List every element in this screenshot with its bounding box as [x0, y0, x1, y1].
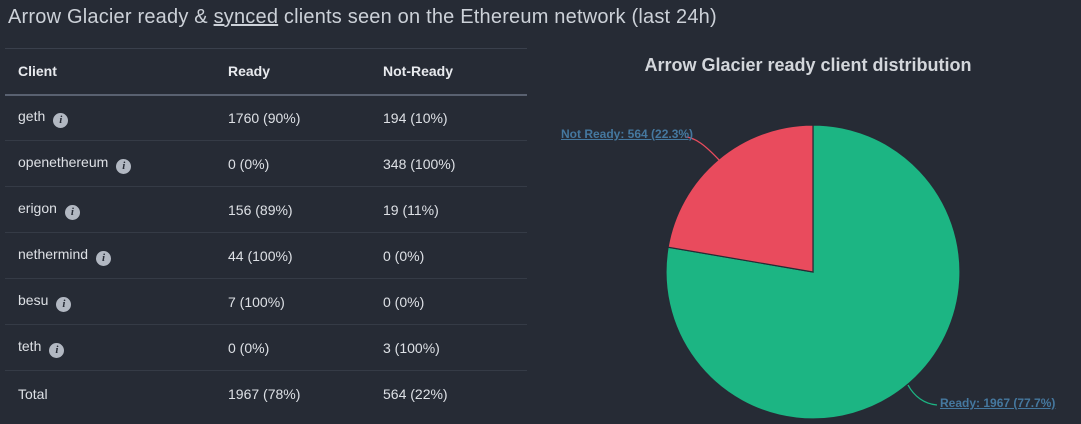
table-row-erigon: erigon i 156 (89%) 19 (11%) — [5, 187, 527, 233]
ready-value: 1760 (90%) — [228, 109, 301, 126]
not-ready-value: 0 (0%) — [383, 293, 425, 310]
client-name: besu — [18, 291, 49, 308]
pie-chart-panel: Arrow Glacier ready client distribution … — [535, 0, 1081, 424]
ready-connector-line — [907, 384, 938, 406]
table-row-openethereum: openethereum i 0 (0%) 348 (100%) — [5, 141, 527, 187]
ready-value: 0 (0%) — [228, 155, 270, 172]
clients-table-container: Client Ready Not-Ready geth i 1760 (90%) … — [5, 48, 527, 417]
table-header-row: Client Ready Not-Ready — [5, 48, 527, 95]
client-name: openethereum — [18, 153, 109, 170]
info-icon[interactable]: i — [96, 250, 112, 266]
table-row-teth: teth i 0 (0%) 3 (100%) — [5, 325, 527, 371]
pie-slice-not-ready[interactable] — [667, 124, 814, 273]
table-row-geth: geth i 1760 (90%) 194 (10%) — [5, 95, 527, 141]
ready-value: 1967 (78%) — [228, 385, 301, 402]
ready-value: 0 (0%) — [228, 339, 270, 356]
page-title: Arrow Glacier ready & synced clients see… — [8, 6, 717, 29]
info-icon[interactable]: i — [64, 204, 80, 220]
header-client: Client — [18, 63, 57, 80]
not-ready-value: 3 (100%) — [383, 339, 440, 356]
not-ready-value: 194 (10%) — [383, 109, 448, 126]
client-name: erigon — [18, 199, 57, 216]
page-title-suffix: clients seen on the Ethereum network (la… — [278, 6, 717, 28]
pie-label-not-ready[interactable]: Not Ready: 564 (22.3%) — [561, 127, 694, 141]
ready-value: 44 (100%) — [228, 247, 293, 264]
client-name: Total — [18, 385, 48, 402]
client-name: teth — [18, 337, 42, 354]
info-icon[interactable]: i — [49, 342, 65, 358]
pie-label-ready[interactable]: Ready: 1967 (77.7%) — [940, 396, 1056, 410]
not-ready-value: 0 (0%) — [383, 247, 425, 264]
page-title-prefix: Arrow Glacier ready & — [8, 6, 214, 28]
ready-value: 7 (100%) — [228, 293, 285, 310]
not-ready-connector-line — [684, 136, 721, 162]
info-icon[interactable]: i — [56, 296, 72, 312]
pie-chart — [665, 124, 961, 420]
info-icon[interactable]: i — [116, 158, 132, 174]
clients-table: Client Ready Not-Ready geth i 1760 (90%) … — [5, 48, 527, 417]
chart-title: Arrow Glacier ready client distribution — [644, 55, 972, 75]
ready-value: 156 (89%) — [228, 201, 293, 218]
header-ready: Ready — [228, 63, 271, 80]
synced-term-link[interactable]: synced — [213, 6, 279, 28]
client-name: geth — [18, 107, 46, 124]
table-row-nethermind: nethermind i 44 (100%) 0 (0%) — [5, 233, 527, 279]
not-ready-value: 564 (22%) — [383, 385, 448, 402]
table-row-total: Total 1967 (78%) 564 (22%) — [5, 371, 527, 417]
client-name: nethermind — [18, 245, 89, 262]
info-icon[interactable]: i — [53, 112, 69, 128]
not-ready-value: 348 (100%) — [383, 155, 456, 172]
table-row-besu: besu i 7 (100%) 0 (0%) — [5, 279, 527, 325]
header-not-ready: Not-Ready — [383, 63, 454, 80]
not-ready-value: 19 (11%) — [383, 201, 439, 218]
